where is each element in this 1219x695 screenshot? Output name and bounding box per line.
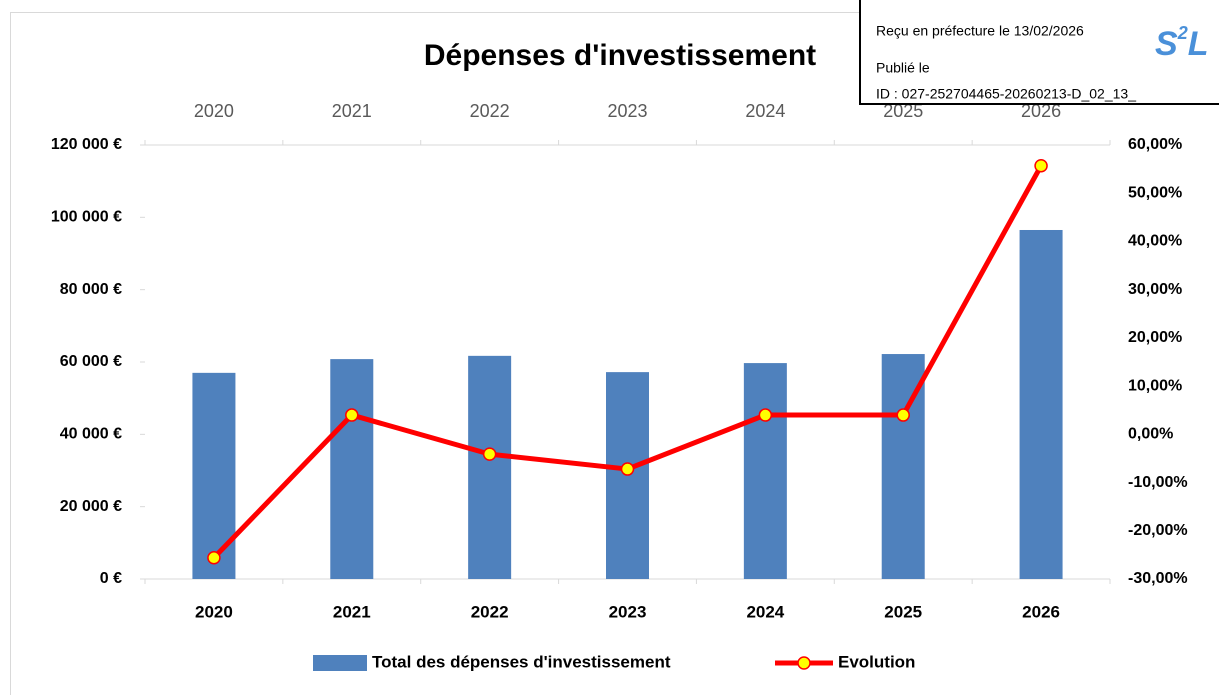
bar [330,359,374,579]
line-marker [1034,158,1048,173]
y2-tick-label: 20,00% [1128,329,1182,346]
legend-label: Evolution [838,652,915,671]
line-marker [758,408,773,422]
stamp-line: ID : 027-252704465-20260213-D_02_13_ [876,86,1136,102]
x-tick-label: 2025 [884,602,922,621]
y-tick-label: 100 000 € [51,209,122,226]
y2-tick-label: -10,00% [1128,474,1188,491]
stamp-line: Reçu en préfecture le 13/02/2026 [876,23,1084,39]
x2-tick-label: 2024 [745,101,785,121]
y2-tick-label: 60,00% [1128,136,1182,153]
y2-tick-label: 30,00% [1128,281,1182,298]
x2-tick-label: 2025 [883,101,923,121]
y-tick-label: 40 000 € [60,426,122,443]
line-marker [896,408,910,422]
y-tick-label: 0 € [100,570,122,587]
bar [192,372,236,579]
y-tick-label: 80 000 € [60,281,122,298]
chart-title: Dépenses d'investissement [424,39,816,72]
x2-tick-label: 2020 [194,101,234,121]
stamp-box [859,0,1219,105]
line-marker [620,462,635,476]
x2-tick-label: 2026 [1021,101,1061,121]
x2-tick-label: 2022 [470,101,510,121]
bar [468,355,512,579]
line-marker [345,408,359,422]
x-tick-label: 2026 [1022,602,1060,621]
y2-tick-label: 50,00% [1128,184,1182,201]
y2-tick-label: 40,00% [1128,233,1182,250]
logo-sup: 2 [1177,23,1188,43]
legend-swatch [313,655,367,671]
x2-tick-label: 2023 [607,101,647,121]
logo-s: S [1155,25,1178,63]
legend-label: Total des dépenses d'investissement [372,652,671,671]
y2-tick-label: 0,00% [1128,426,1173,443]
logo-l: L [1188,25,1209,63]
x-tick-label: 2024 [746,602,784,621]
stamp-line: Publié le [876,60,930,76]
y2-tick-label: 10,00% [1128,377,1182,394]
bar [1019,229,1063,579]
x-tick-label: 2022 [471,602,509,621]
y2-tick-label: -30,00% [1128,570,1188,587]
legend-marker [797,656,811,670]
y-tick-label: 120 000 € [51,136,122,153]
x-tick-label: 2021 [333,602,371,621]
bar [743,363,787,579]
line-marker [207,551,221,565]
stamp: Reçu en préfecture le 13/02/2026 Publié … [859,0,1219,105]
x2-tick-label: 2021 [332,101,372,121]
line-marker [482,447,497,461]
y2-tick-label: -20,00% [1128,522,1188,539]
y-tick-label: 20 000 € [60,498,122,515]
x-tick-label: 2020 [195,602,233,621]
x-tick-label: 2023 [609,602,647,621]
y-tick-label: 60 000 € [60,353,122,370]
stamp-logo: S2L [1155,23,1208,63]
chart-border [10,12,1219,695]
